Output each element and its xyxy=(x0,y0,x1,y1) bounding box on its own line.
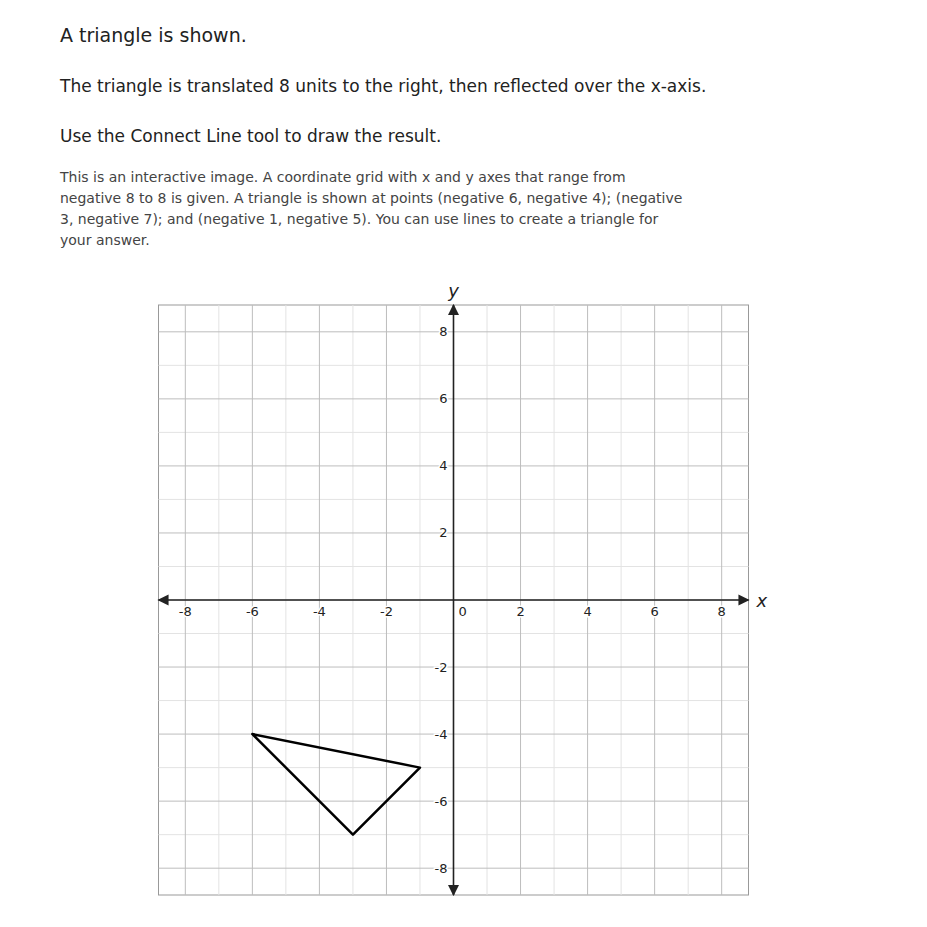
tick-label: 4 xyxy=(439,458,447,473)
series xyxy=(252,734,420,835)
triangle-line xyxy=(252,734,420,835)
annotation-line: your answer. xyxy=(60,232,150,248)
annotation-line: negative 8 to 8 is given. A triangle is … xyxy=(60,190,682,206)
grid xyxy=(159,305,749,895)
y-axis xyxy=(453,305,455,895)
plot-frame xyxy=(159,305,749,895)
tick-label: -8 xyxy=(179,604,192,619)
tick-label: -6 xyxy=(435,794,448,809)
chart: A triangle is shown. The triangle is tran… xyxy=(0,0,927,927)
annotation: This is an interactive image. A coordina… xyxy=(59,169,682,248)
annotation: Use the Connect Line tool to draw the re… xyxy=(60,126,441,146)
tick-label: 2 xyxy=(439,525,447,540)
tick-label: -6 xyxy=(246,604,259,619)
tick-label: -2 xyxy=(435,660,448,675)
tick-label: 2 xyxy=(516,604,524,619)
annotation-line: 3, negative 7); and (negative 1, negativ… xyxy=(60,211,658,227)
tick-label: -8 xyxy=(435,861,448,876)
tick-label: 8 xyxy=(718,604,726,619)
title: A triangle is shown. xyxy=(60,24,247,46)
tick-labels: -8 -6 -4 -2 0 2 4 6 8 -8 -6 -4 -2 2 4 6 8 xyxy=(179,324,726,875)
tick-label: 6 xyxy=(439,391,447,406)
tick-label: -2 xyxy=(380,604,393,619)
y-axis-label: y xyxy=(447,280,459,301)
subtitle: The triangle is translated 8 units to th… xyxy=(59,76,706,96)
tick-label: 6 xyxy=(650,604,658,619)
tick-label: 4 xyxy=(583,604,591,619)
annotation-line: This is an interactive image. A coordina… xyxy=(59,169,626,185)
tick-label: -4 xyxy=(313,604,326,619)
tick-label: -4 xyxy=(435,727,448,742)
grid-line xyxy=(453,305,454,895)
tick-label: 0 xyxy=(459,604,467,619)
x-axis-label: x xyxy=(756,590,768,611)
tick-label: 8 xyxy=(439,324,447,339)
